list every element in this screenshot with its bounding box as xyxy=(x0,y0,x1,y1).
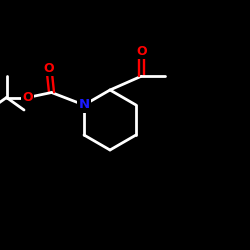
Text: N: N xyxy=(78,98,90,112)
Text: O: O xyxy=(44,62,54,75)
Text: O: O xyxy=(136,45,146,58)
Text: O: O xyxy=(22,91,33,104)
